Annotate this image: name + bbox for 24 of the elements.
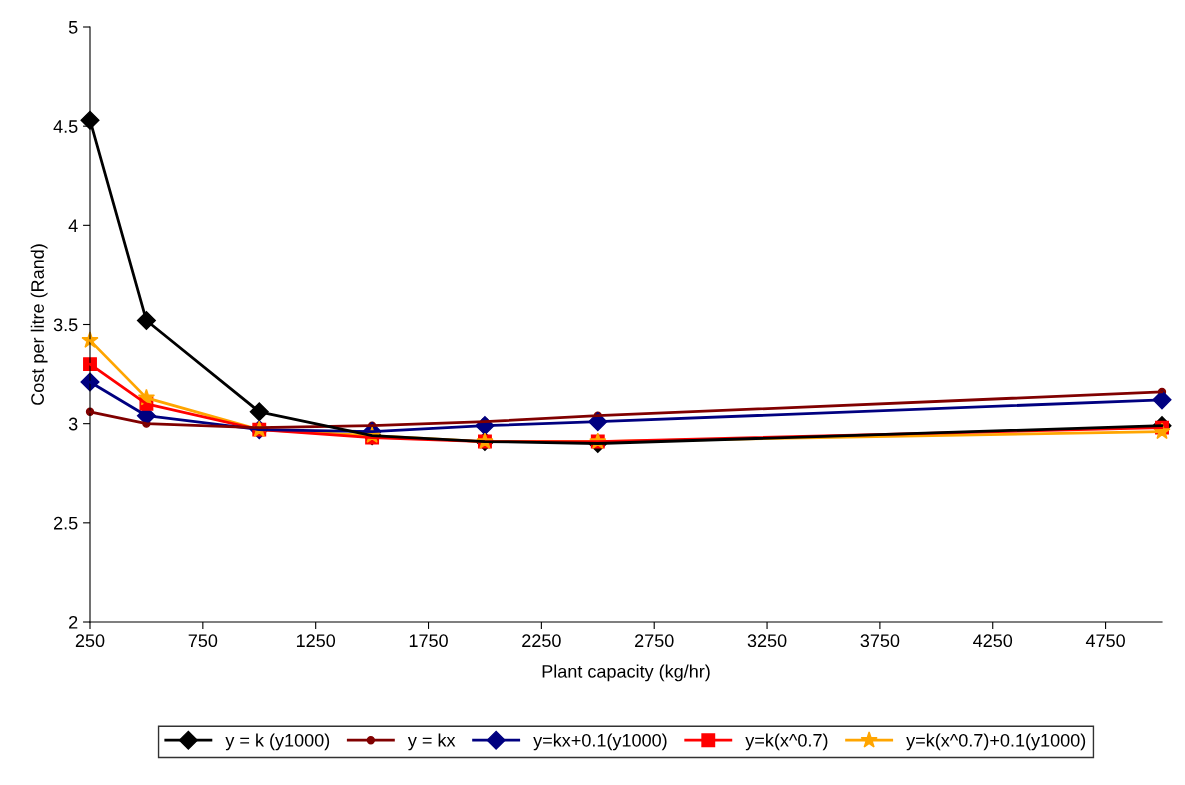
x-tick-label: 2250	[522, 634, 561, 648]
y-tick-label: 5	[68, 21, 78, 34]
y-tick-label: 3.5	[53, 318, 78, 332]
x-tick-label: 4250	[973, 634, 1013, 648]
legend-label: y=k(x^0.7)	[745, 733, 828, 751]
x-tick-label: 3250	[747, 634, 787, 648]
y-tick-label: 2.5	[54, 516, 78, 530]
legend-label: y=kx+0.1(y1000)	[533, 733, 667, 751]
y-tick-label: 2	[69, 615, 78, 629]
legend-label: y = kx	[407, 733, 456, 751]
x-axis-title: Plant capacity (kg/hr)	[542, 664, 710, 682]
x-tick-label: 250	[75, 634, 105, 648]
y-axis-title: Cost per litre (Rand)	[30, 244, 48, 405]
legend-label: y=k(x^0.7)+0.1(y1000)	[906, 733, 1086, 751]
y-tick-label: 4.5	[53, 120, 78, 133]
x-tick-label: 750	[188, 634, 218, 648]
y-tick-label: 4	[68, 219, 78, 232]
x-tick-label: 3750	[860, 634, 900, 648]
x-tick-label: 4750	[1085, 634, 1125, 648]
x-tick-label: 2750	[635, 634, 674, 648]
x-tick-label: 1250	[296, 634, 336, 648]
y-tick-label: 3	[68, 417, 78, 431]
legend-label: y = k (y1000)	[225, 733, 330, 751]
x-tick-label: 1750	[409, 634, 448, 648]
